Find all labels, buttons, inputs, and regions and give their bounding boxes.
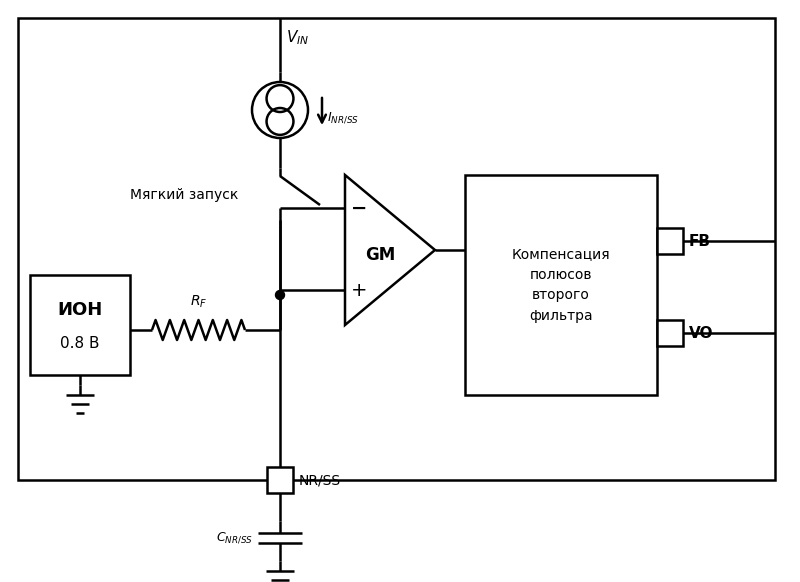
Text: 0.8 В: 0.8 В [60, 335, 100, 350]
Bar [657, 228, 683, 254]
Text: VO: VO [689, 326, 714, 341]
Text: Компенсация
полюсов
второго
фильтра: Компенсация полюсов второго фильтра [512, 247, 610, 323]
Text: $V_{IN}$: $V_{IN}$ [286, 29, 310, 47]
Text: GM: GM [365, 246, 395, 264]
Text: Мягкий запуск: Мягкий запуск [130, 188, 238, 202]
Text: +: + [350, 281, 367, 300]
Bar [267, 467, 293, 493]
Text: ИОН: ИОН [58, 301, 102, 319]
Bar [657, 321, 683, 346]
Text: $I_{NR/SS}$: $I_{NR/SS}$ [327, 111, 359, 125]
Bar [465, 175, 657, 395]
Text: $R_F$: $R_F$ [190, 293, 207, 310]
Text: NR/SS: NR/SS [299, 473, 341, 487]
Text: $C_{NR/SS}$: $C_{NR/SS}$ [216, 531, 253, 545]
Text: −: − [351, 198, 367, 218]
Circle shape [275, 290, 285, 300]
Bar [18, 18, 775, 480]
Text: FB: FB [689, 233, 711, 249]
Bar [30, 275, 130, 375]
